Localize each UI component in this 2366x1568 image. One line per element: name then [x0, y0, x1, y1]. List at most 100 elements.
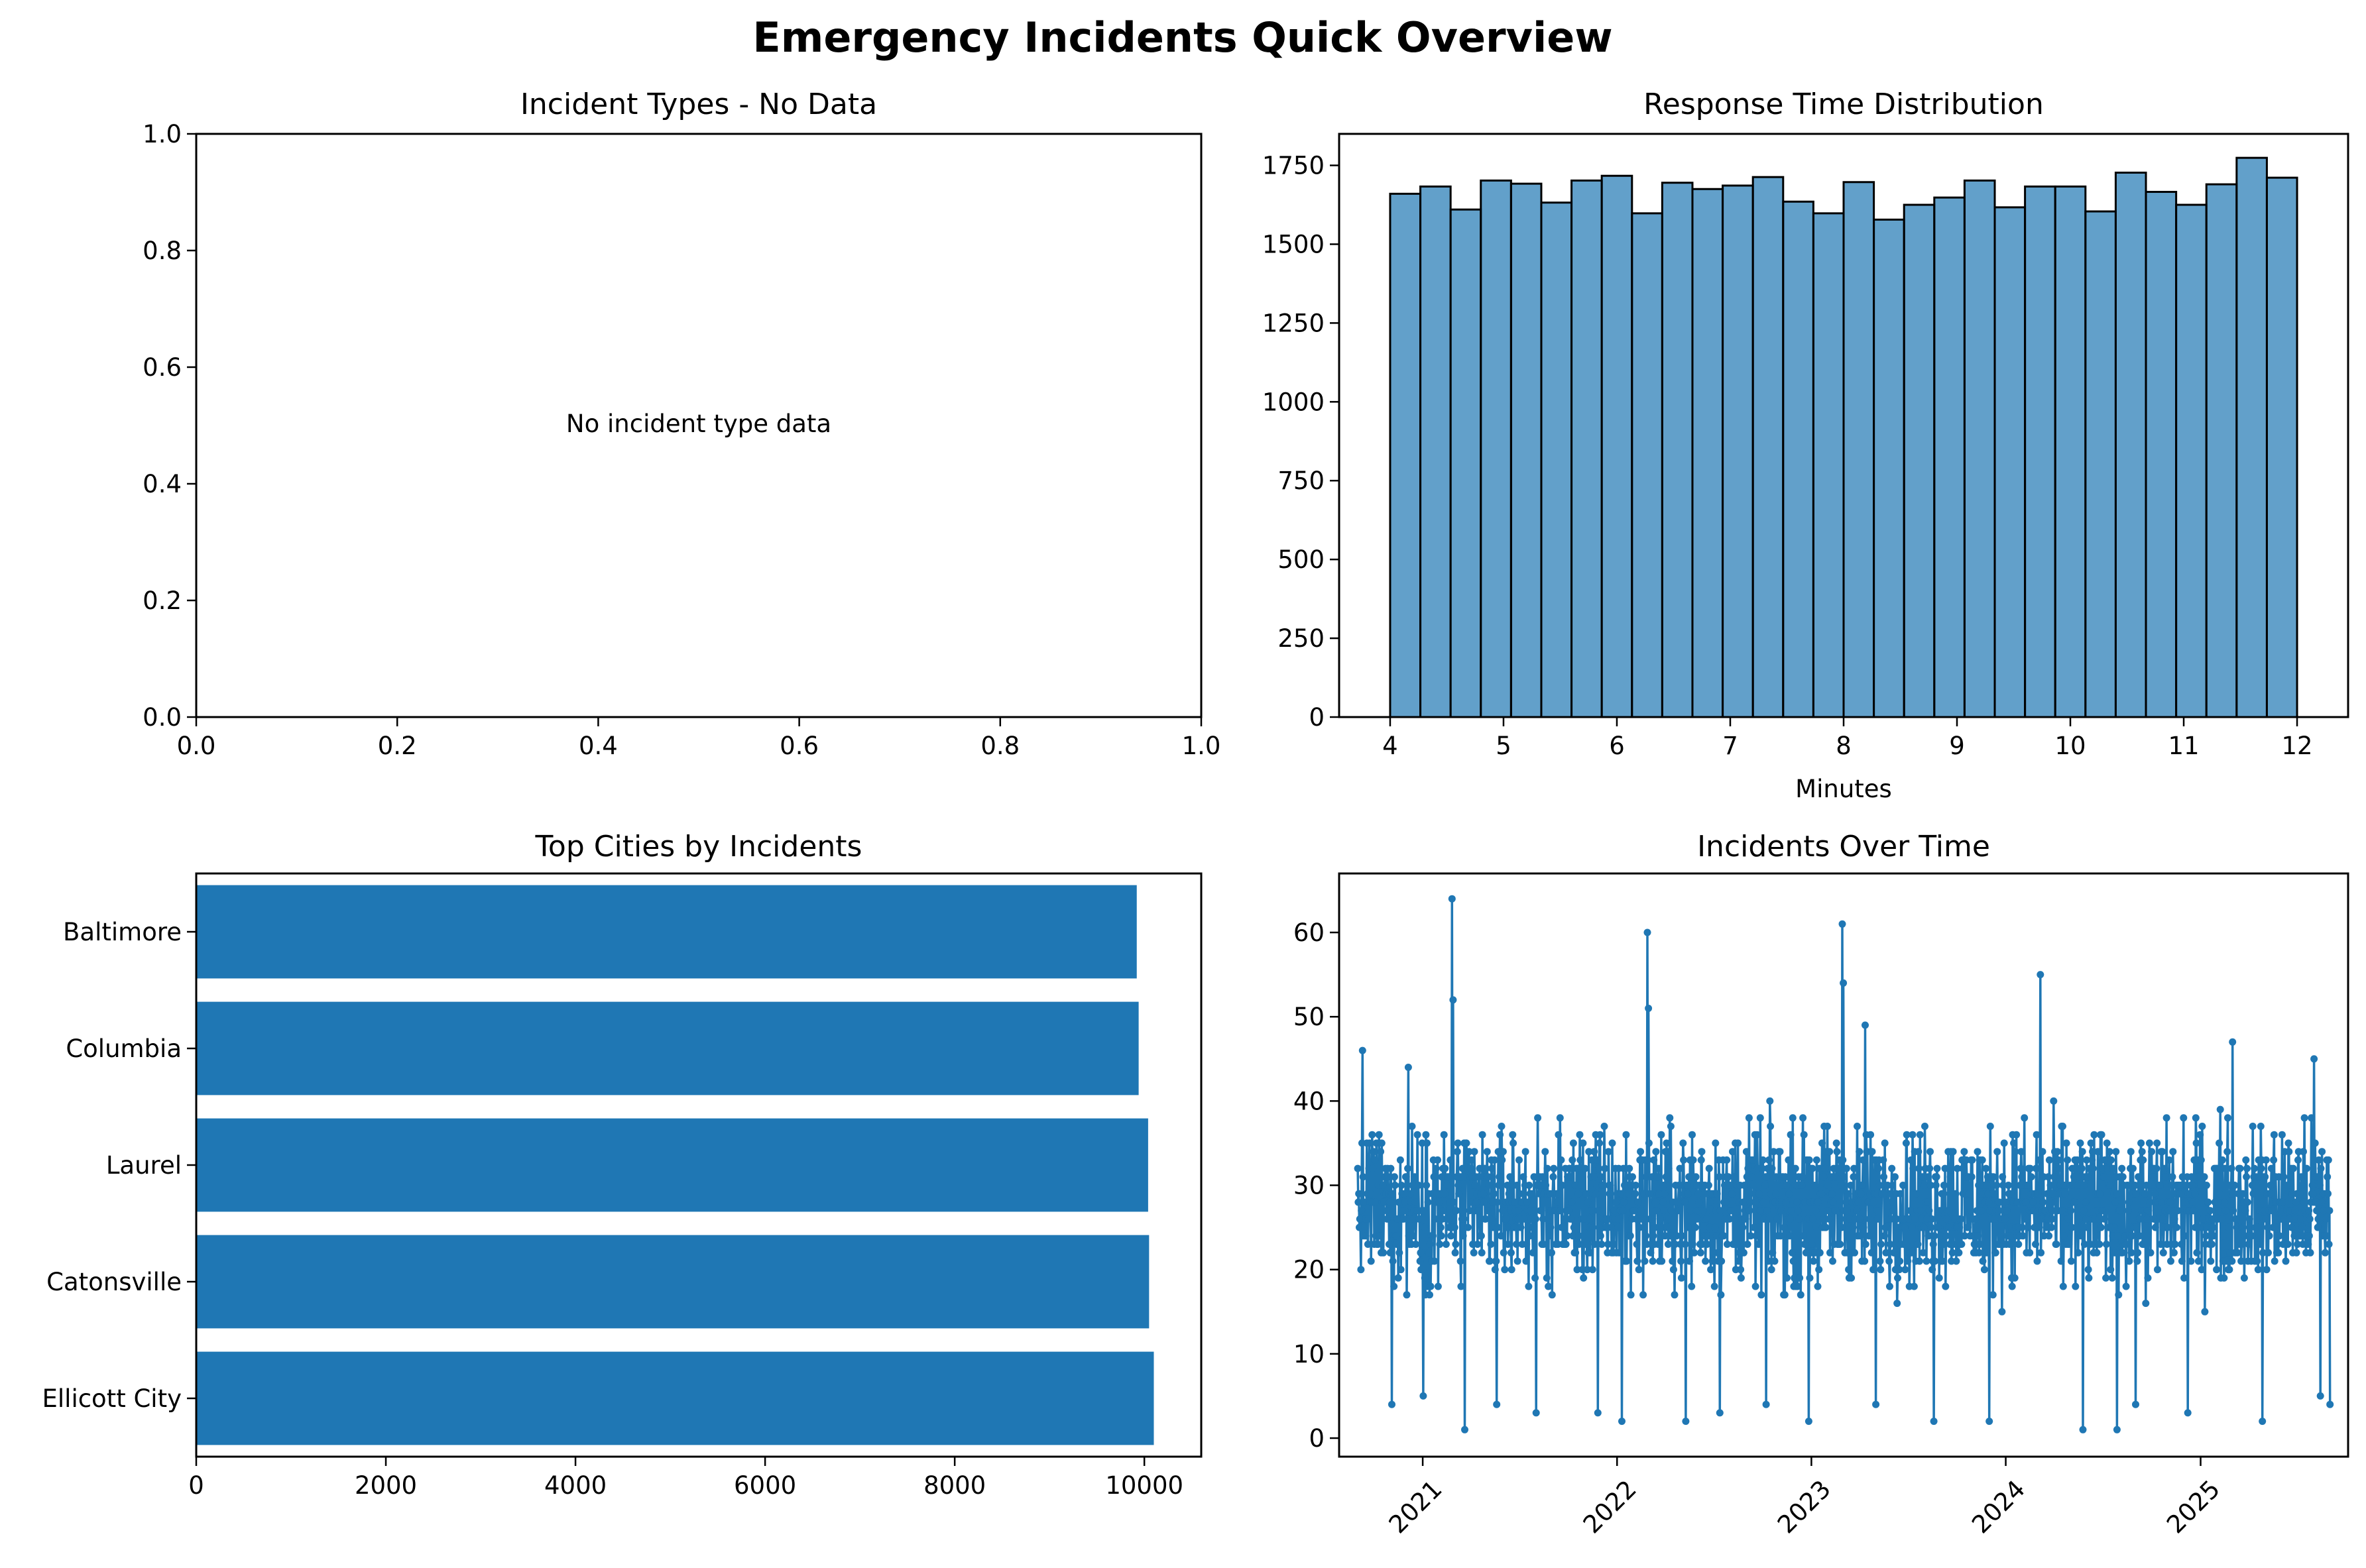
data-point: [2084, 1173, 2092, 1181]
data-point: [1859, 1182, 1866, 1189]
data-point: [2239, 1223, 2247, 1231]
data-point: [1869, 1266, 1877, 1274]
data-point: [1946, 1173, 1954, 1181]
data-point: [1956, 1223, 1964, 1231]
data-point: [1440, 1131, 1448, 1139]
data-point: [1810, 1257, 1818, 1265]
data-point: [1526, 1232, 1533, 1240]
data-point: [1998, 1308, 2006, 1316]
data-point: [1986, 1123, 1994, 1130]
data-point: [2322, 1232, 2330, 1240]
data-point: [2042, 1223, 2050, 1231]
data-point: [2146, 1198, 2154, 1206]
data-point: [1808, 1164, 1816, 1172]
data-point: [2052, 1241, 2060, 1248]
data-point: [2166, 1198, 2174, 1206]
data-point: [1712, 1232, 1720, 1240]
data-point: [1877, 1266, 1885, 1274]
data-point: [1496, 1131, 1504, 1139]
data-point: [1367, 1257, 1375, 1265]
data-point: [2018, 1173, 2026, 1181]
data-point: [2310, 1055, 2318, 1063]
data-point: [1386, 1249, 1394, 1257]
data-point: [1498, 1123, 1506, 1130]
data-point: [1442, 1241, 1450, 1248]
data-point: [2067, 1257, 2075, 1265]
data-point: [1571, 1182, 1579, 1189]
data-point: [2153, 1139, 2161, 1147]
data-point: [2124, 1182, 2131, 1189]
data-point: [1902, 1139, 1910, 1147]
data-point: [1607, 1223, 1615, 1231]
data-point: [1663, 1223, 1671, 1231]
data-point: [1415, 1215, 1423, 1223]
data-point: [1839, 1156, 1847, 1164]
data-point: [1419, 1392, 1427, 1400]
data-point: [1594, 1409, 1602, 1417]
data-point: [1826, 1148, 1834, 1156]
data-point: [1431, 1257, 1439, 1265]
data-point: [2288, 1223, 2296, 1231]
data-point: [2315, 1156, 2323, 1164]
data-point: [1734, 1257, 1742, 1265]
data-point: [1509, 1131, 1517, 1139]
data-point: [1840, 1173, 1848, 1181]
histogram-bar: [2265, 176, 2298, 718]
data-point: [1918, 1215, 1926, 1223]
data-point: [2282, 1257, 2290, 1265]
histogram-bar: [2175, 203, 2208, 718]
data-point: [1945, 1207, 1953, 1215]
data-point: [2324, 1173, 2332, 1181]
histogram-bar: [1570, 179, 1603, 718]
y-tick-label: Baltimore: [63, 918, 182, 946]
x-tick-label: 5: [1496, 732, 1511, 760]
data-point: [1677, 1274, 1685, 1282]
data-point: [2048, 1215, 2056, 1223]
data-point: [1844, 1190, 1852, 1198]
data-point: [1612, 1198, 1620, 1206]
data-point: [2236, 1164, 2244, 1172]
data-point: [2198, 1123, 2206, 1130]
data-point: [1752, 1232, 1760, 1240]
data-point: [1429, 1232, 1437, 1240]
data-point: [1652, 1148, 1660, 1156]
data-point: [1548, 1249, 1555, 1257]
data-point: [1748, 1173, 1755, 1181]
data-point: [1491, 1266, 1499, 1274]
data-point: [1649, 1232, 1657, 1240]
data-point: [1927, 1223, 1935, 1231]
data-point: [1909, 1164, 1917, 1172]
data-point: [1504, 1182, 1511, 1189]
data-point: [2148, 1182, 2156, 1189]
data-point: [1486, 1215, 1494, 1223]
data-point: [1639, 1223, 1647, 1231]
response-time-ticks: 4 5 6 7 8 9 10 11 12 0 250 500 750 1000 1250 1500 1750: [1262, 152, 2313, 760]
data-point: [1794, 1282, 1801, 1290]
data-point: [2113, 1190, 2121, 1198]
data-point: [1980, 1266, 1988, 1274]
data-point: [1712, 1139, 1720, 1147]
data-point: [2162, 1114, 2170, 1122]
data-point: [1619, 1207, 1627, 1215]
data-point: [2089, 1148, 2096, 1156]
data-point: [2017, 1148, 2025, 1156]
data-point: [1824, 1207, 1832, 1215]
data-point: [1955, 1249, 1963, 1257]
data-point: [2143, 1215, 2151, 1223]
data-point: [2083, 1156, 2091, 1164]
data-point: [2037, 1215, 2045, 1223]
data-point: [1493, 1400, 1501, 1408]
histogram-bar: [1419, 185, 1452, 718]
data-point: [2036, 1164, 2044, 1172]
data-point: [1657, 1131, 1665, 1139]
data-point: [1547, 1223, 1555, 1231]
data-point: [1643, 928, 1651, 936]
data-point: [1787, 1207, 1795, 1215]
data-point: [1596, 1131, 1604, 1139]
data-point: [1539, 1241, 1547, 1248]
data-point: [1386, 1241, 1393, 1248]
data-point: [2180, 1274, 2188, 1282]
data-point: [1364, 1215, 1372, 1223]
data-point: [2010, 1139, 2018, 1147]
data-point: [1523, 1198, 1531, 1206]
